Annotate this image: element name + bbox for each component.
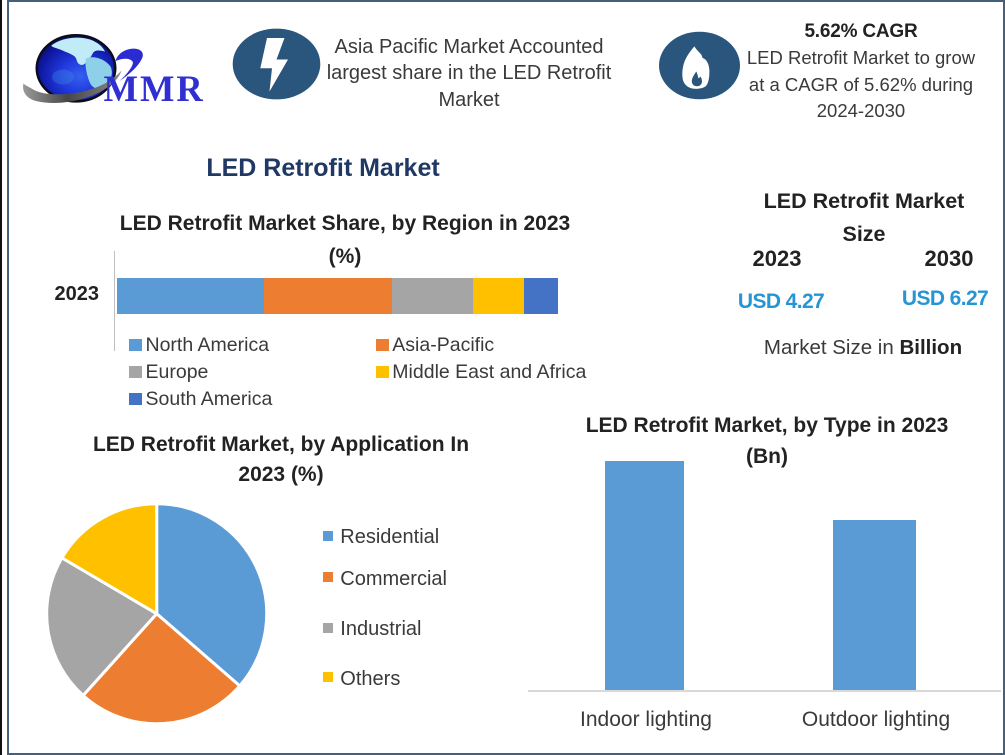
- svg-text:MMR: MMR: [104, 68, 205, 109]
